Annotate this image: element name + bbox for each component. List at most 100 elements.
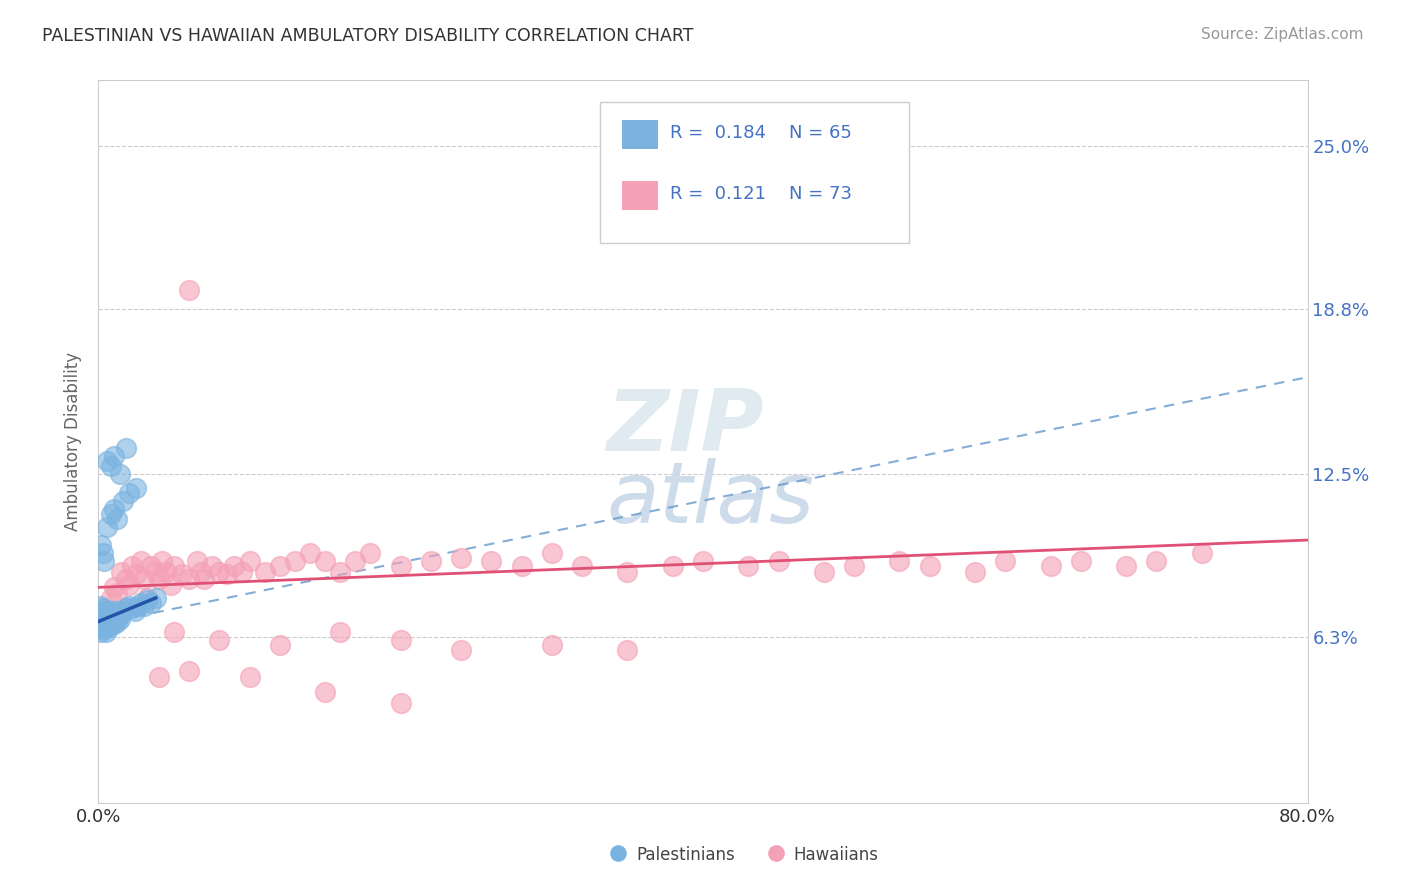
Point xyxy=(510,559,533,574)
Point xyxy=(844,559,866,574)
Point xyxy=(150,554,173,568)
Point xyxy=(329,565,352,579)
Point xyxy=(1039,559,1062,574)
Point xyxy=(100,591,122,605)
Point xyxy=(129,554,152,568)
Point xyxy=(90,538,112,552)
Point xyxy=(389,696,412,710)
Point xyxy=(163,625,186,640)
Point xyxy=(918,559,941,574)
Point xyxy=(314,554,336,568)
Point xyxy=(94,609,117,624)
Point xyxy=(103,617,125,632)
Point xyxy=(96,617,118,632)
Point xyxy=(360,546,382,560)
Point xyxy=(108,467,131,482)
Point xyxy=(141,596,163,610)
Point xyxy=(450,551,472,566)
Point xyxy=(101,615,124,629)
Point xyxy=(170,567,193,582)
Point xyxy=(93,623,115,637)
Point xyxy=(129,596,152,610)
Point xyxy=(121,559,143,574)
Point xyxy=(231,565,253,579)
Point xyxy=(96,612,118,626)
Point xyxy=(179,573,201,587)
Point xyxy=(93,607,115,621)
Point xyxy=(100,507,122,521)
Text: Hawaiians: Hawaiians xyxy=(793,846,879,863)
Point xyxy=(110,607,132,621)
Point xyxy=(1070,554,1092,568)
Point xyxy=(89,607,111,621)
Point xyxy=(118,578,141,592)
Point xyxy=(135,593,157,607)
Point xyxy=(91,546,114,560)
Point xyxy=(104,604,127,618)
Point xyxy=(201,559,224,574)
Point xyxy=(1191,546,1213,560)
Point xyxy=(100,617,122,632)
Point xyxy=(148,670,170,684)
Point xyxy=(89,617,111,632)
Point xyxy=(91,609,114,624)
Point xyxy=(93,554,115,568)
Point xyxy=(155,565,177,579)
Point xyxy=(105,615,128,629)
Point xyxy=(114,441,136,455)
Point xyxy=(114,573,136,587)
Point xyxy=(111,604,134,618)
Point xyxy=(239,670,262,684)
Point xyxy=(132,573,155,587)
Point xyxy=(299,546,322,560)
Text: atlas: atlas xyxy=(606,458,814,541)
Text: Palestinians: Palestinians xyxy=(637,846,735,863)
Point xyxy=(965,565,987,579)
Point xyxy=(145,591,167,605)
Point xyxy=(692,554,714,568)
Point xyxy=(103,609,125,624)
Point xyxy=(269,638,291,652)
Point xyxy=(132,599,155,613)
FancyBboxPatch shape xyxy=(621,120,658,149)
Point xyxy=(90,625,112,640)
Point xyxy=(450,643,472,657)
Point xyxy=(114,601,136,615)
Point xyxy=(239,554,262,568)
Point xyxy=(118,599,141,613)
FancyBboxPatch shape xyxy=(621,181,658,211)
Point xyxy=(994,554,1017,568)
Point xyxy=(105,512,128,526)
Point xyxy=(420,554,443,568)
Point xyxy=(96,607,118,621)
Point xyxy=(540,638,562,652)
Point xyxy=(813,565,835,579)
Point xyxy=(127,599,149,613)
Point xyxy=(125,567,148,582)
Point xyxy=(253,565,276,579)
Point xyxy=(616,643,638,657)
Point xyxy=(481,554,503,568)
Point xyxy=(135,591,157,605)
Point xyxy=(103,501,125,516)
Point xyxy=(389,559,412,574)
Text: R =  0.121    N = 73: R = 0.121 N = 73 xyxy=(671,186,852,203)
Point xyxy=(94,615,117,629)
Point xyxy=(91,601,114,615)
Point xyxy=(118,485,141,500)
Point xyxy=(1144,554,1167,568)
Point xyxy=(89,599,111,613)
Point xyxy=(93,612,115,626)
Point xyxy=(91,615,114,629)
Point xyxy=(329,625,352,640)
Point xyxy=(160,578,183,592)
Point xyxy=(145,565,167,579)
Point xyxy=(105,607,128,621)
Point xyxy=(284,554,307,568)
Point xyxy=(314,685,336,699)
Point xyxy=(103,449,125,463)
Point xyxy=(107,609,129,624)
Point xyxy=(90,604,112,618)
Point xyxy=(179,665,201,679)
Point xyxy=(179,284,201,298)
